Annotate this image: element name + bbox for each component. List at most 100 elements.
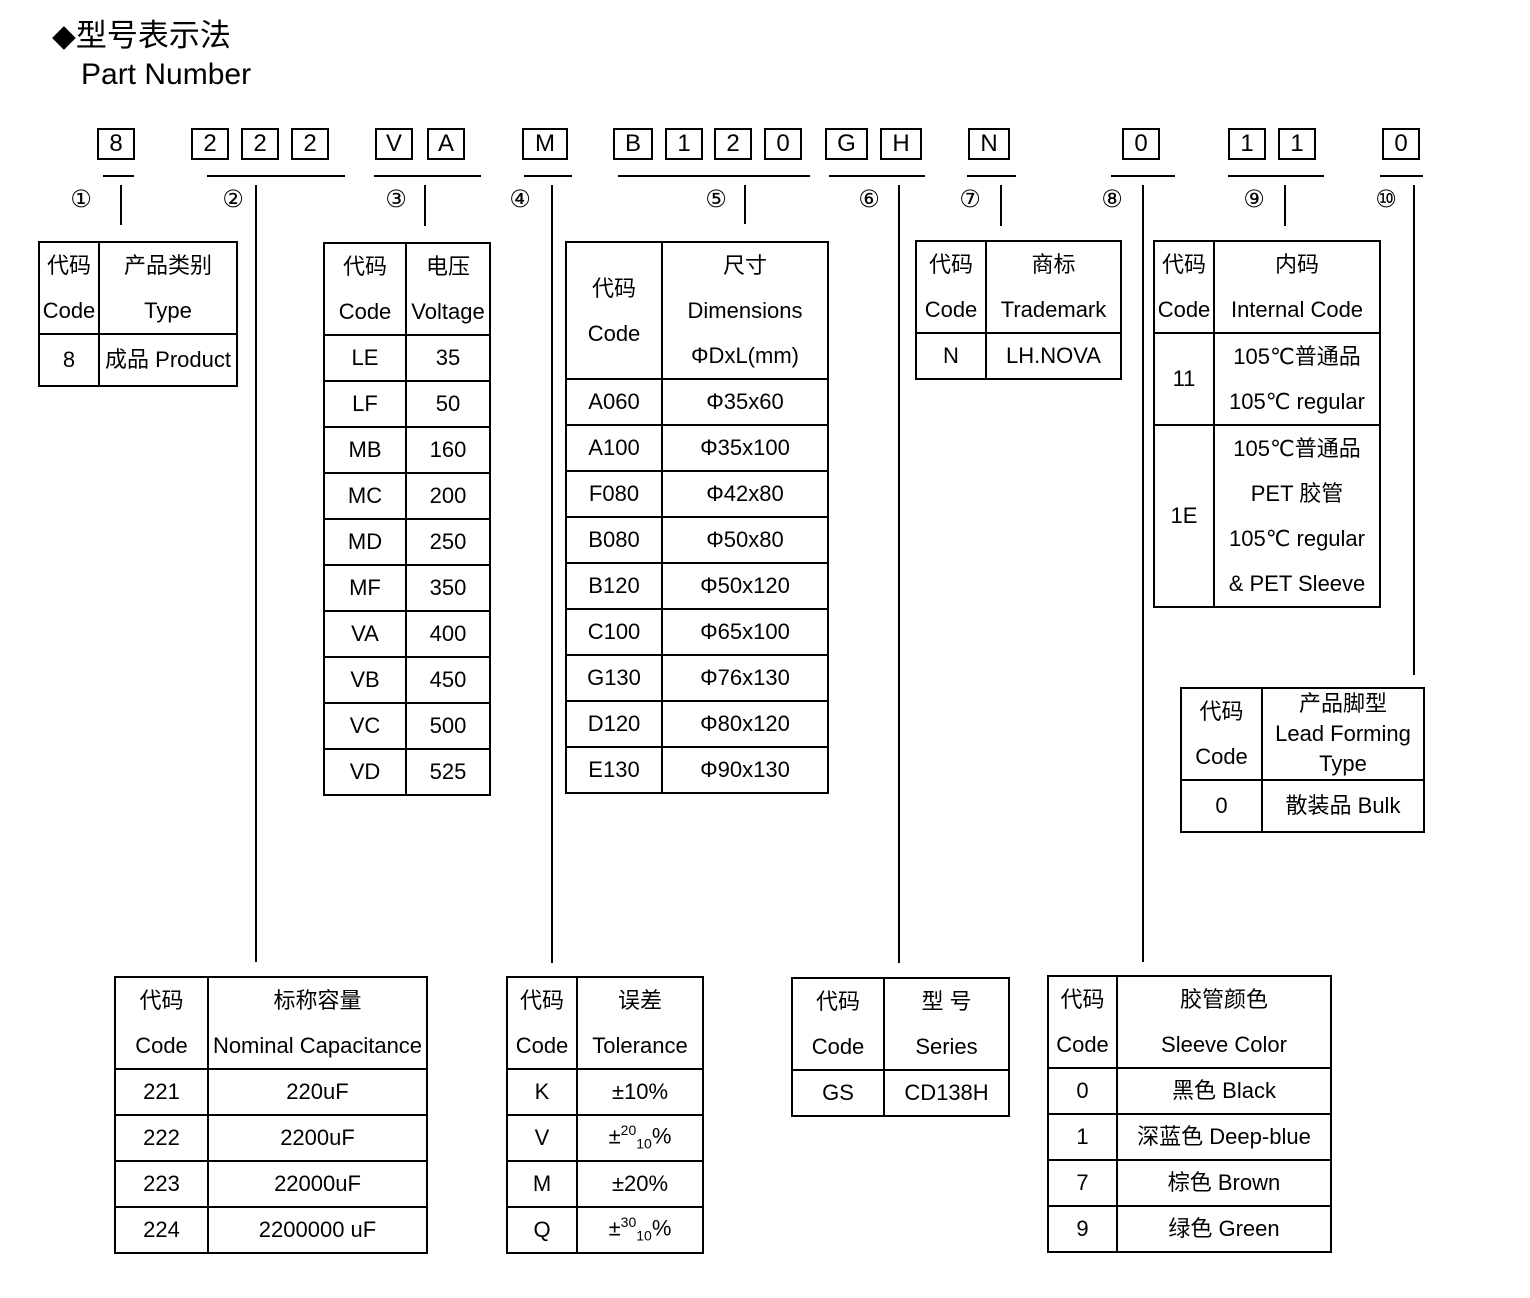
table-row: LF 50 [323,380,491,428]
table-cell: 350 [405,564,491,612]
header-cell: 代码 Code [565,241,663,380]
table-cell: 250 [405,518,491,566]
table-cell: 11 [1153,332,1215,426]
connector-line [551,185,553,963]
header-cell: 胶管颜色 Sleeve Color [1116,975,1332,1069]
header-cell: 代码 Code [1047,975,1118,1069]
table-cell: 1E [1153,424,1215,608]
table-cell: B120 [565,562,663,610]
table-cell: 223 [114,1160,209,1208]
header-text: Series [915,1034,978,1059]
header-text: 代码 [591,275,636,301]
header-text: 尺寸 Dimensions [687,253,803,323]
code-char-box: 2 [714,128,752,160]
table-cell: 2200000 uF [207,1206,428,1254]
segment-underline [1228,175,1324,177]
table-row: B080 Φ50x80 [565,516,829,564]
header-cell: 产品类别 Type [98,241,238,335]
segment-marker: ③ [385,186,407,213]
tolerance-suffix: % [651,1215,672,1241]
dimensions-table: 代码 Code 尺寸 Dimensions ΦDxL(mm) A060 Φ35x60 A10… [565,241,829,794]
code-char-box: H [880,128,922,160]
tolerance-sub: 10 [636,1228,652,1245]
table-row: M ±20% [506,1160,704,1208]
table-row: V ±2010% [506,1114,704,1162]
table-cell: 2200uF [207,1114,428,1162]
segment-underline [207,175,345,177]
table-cell: 500 [405,702,491,750]
table-row: 9 绿色 Green [1047,1205,1332,1253]
code-char-box: N [968,128,1010,160]
table-cell: 50 [405,380,491,428]
table-cell: 0 [1180,779,1263,833]
table-cell: 525 [405,748,491,796]
table-cell: M [506,1160,578,1208]
header-text: Internal Code [1230,297,1364,322]
table-cell: 105℃普通品 105℃ regular [1213,332,1381,426]
table-row: G130 Φ76x130 [565,654,829,702]
table-cell: MD [323,518,407,566]
table-row: D120 Φ80x120 [565,700,829,748]
code-char-box: 1 [665,128,703,160]
header-text: 产品类别 [123,253,212,278]
header-cell: 代码 Code [791,977,885,1071]
cell-line: 105℃普通品 [1233,344,1361,369]
table-cell: Φ50x120 [661,562,829,610]
table-cell: VD [323,748,407,796]
tolerance-prefix: ± [608,1123,621,1149]
header-text: 商标 [1031,252,1076,277]
table-row: 222 2200uF [114,1114,428,1162]
table-cell: K [506,1068,578,1116]
header-cell: 代码 Code [38,241,100,335]
connector-line [1284,185,1286,226]
table-cell: F080 [565,470,663,518]
table-row: 0 黑色 Black [1047,1067,1332,1115]
table-row: 0 散装品 Bulk [1180,779,1425,833]
segment-underline [618,175,810,177]
table-row: A100 Φ35x100 [565,424,829,472]
header-cell: 代码 Code [323,242,407,336]
code-char-box: 0 [764,128,802,160]
connector-line [1000,185,1002,226]
header-cell: 标称容量 Nominal Capacitance [207,976,428,1070]
sleeve-table: 代码 Code 胶管颜色 Sleeve Color 0 黑色 Black 1 深蓝色 Deep… [1047,975,1332,1253]
table-row: B120 Φ50x120 [565,562,829,610]
header-row: 代码 Code 产品脚型 Lead Forming Type [1180,687,1425,781]
cell-line: 105℃普通品 [1233,436,1361,461]
table-cell: ±10% [576,1068,704,1116]
connector-line [120,185,122,225]
header-text: 代码 [342,254,387,279]
table-cell: Φ90x130 [661,746,829,794]
internal-table: 代码 Code 内码 Internal Code 11 105℃普通品 105℃ regul… [1153,240,1381,608]
header-text: Code [924,297,978,322]
connector-line [424,185,426,226]
header-cell: 尺寸 Dimensions ΦDxL(mm) [661,241,829,380]
header-cell: 代码 Code [506,976,578,1070]
connector-line [1142,185,1144,962]
table-cell: 22000uF [207,1160,428,1208]
tolerance-sup: 20 [620,1122,637,1139]
table-row: A060 Φ35x60 [565,378,829,426]
segment-underline [967,175,1016,177]
table-cell: 222 [114,1114,209,1162]
table-row: 224 2200000 uF [114,1206,428,1254]
table-row: F080 Φ42x80 [565,470,829,518]
header-text: Code [338,299,392,324]
table-cell: Φ42x80 [661,470,829,518]
header-row: 代码 Code 内码 Internal Code [1153,240,1381,334]
header-text: Code [42,298,96,323]
tolerance-prefix: ± [608,1215,621,1241]
series-table: 代码 Code 型 号 Series GS CD138H [791,977,1010,1117]
header-text: Code [811,1034,865,1059]
header-text: 标称容量 [273,988,362,1013]
table-cell: G130 [565,654,663,702]
header-text: 误差 [617,988,662,1013]
table-cell: Φ76x130 [661,654,829,702]
header-text: 代码 [139,988,184,1013]
title-english: Part Number [81,58,252,91]
title-chinese: ◆型号表示法 [52,18,231,53]
table-cell: D120 [565,700,663,748]
header-text: 代码 [1060,987,1105,1012]
code-char-box: B [613,128,653,160]
header-cell: 代码 Code [1153,240,1215,334]
